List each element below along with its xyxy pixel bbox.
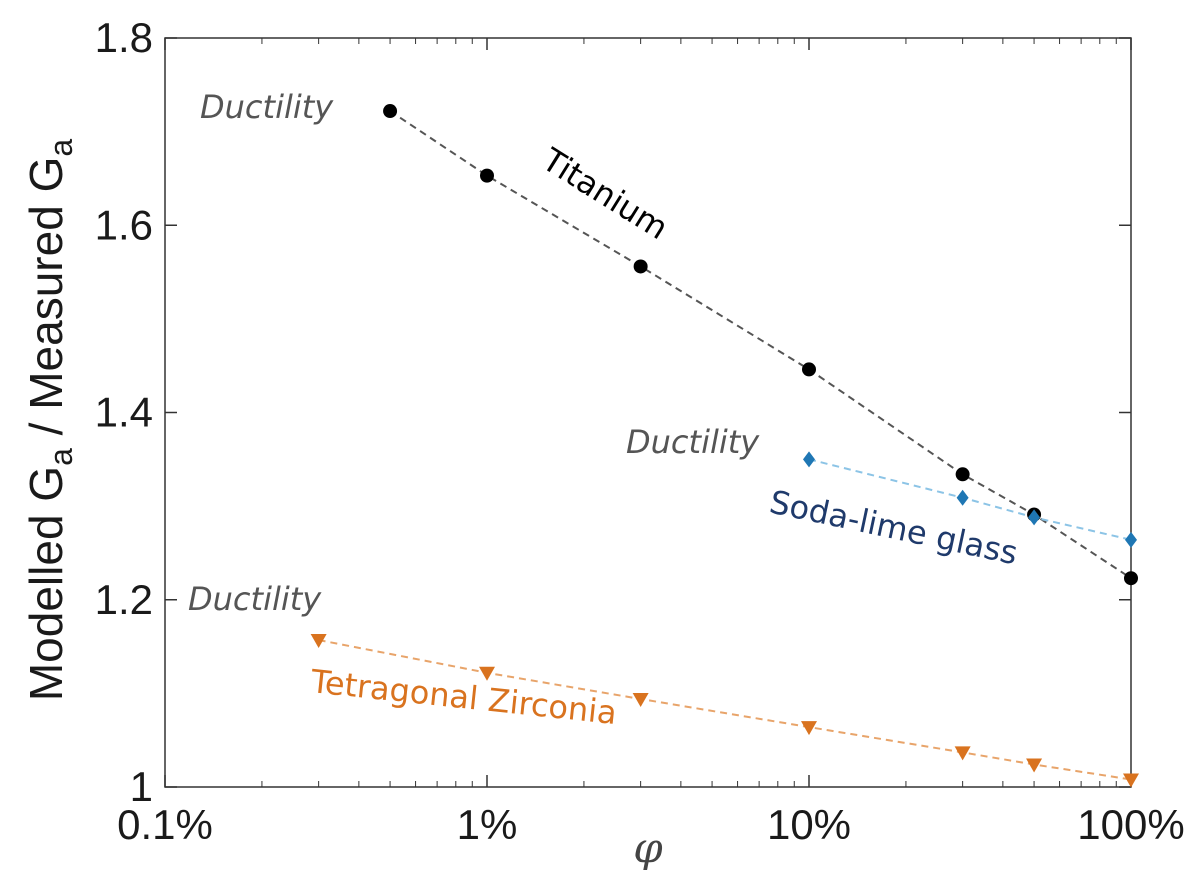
data-point-tetragonal-zirconia bbox=[801, 721, 817, 736]
data-point-titanium bbox=[383, 104, 398, 119]
data-point-tetragonal-zirconia bbox=[632, 692, 649, 707]
y-tick-label: 1.4 bbox=[95, 389, 153, 436]
plot-area bbox=[164, 37, 1132, 788]
y-axis-label-sub2: a bbox=[43, 139, 79, 157]
y-tick-label: 1.8 bbox=[95, 14, 153, 61]
data-point-soda-lime-glass bbox=[956, 489, 969, 506]
annotation-ductility-bottom: Ductility bbox=[188, 580, 322, 618]
y-axis-label-part1: Modelled G bbox=[20, 466, 72, 701]
data-point-titanium bbox=[802, 362, 816, 377]
y-tick-label: 1.6 bbox=[95, 201, 153, 248]
y-axis-label-sub1: a bbox=[43, 448, 79, 466]
data-point-tetragonal-zirconia bbox=[479, 666, 495, 681]
series-line-soda-lime-glass bbox=[808, 458, 1132, 541]
data-point-titanium bbox=[633, 259, 648, 274]
y-axis-label: Modelled Ga / Measured Ga bbox=[20, 139, 79, 701]
y-axis-label-part2: / Measured G bbox=[20, 157, 72, 448]
data-point-tetragonal-zirconia bbox=[1123, 773, 1139, 788]
data-point-tetragonal-zirconia bbox=[954, 746, 971, 761]
data-point-tetragonal-zirconia bbox=[1026, 758, 1043, 773]
tick-labels: 0.1% 1% 10% 100% 1 1.2 1.4 1.6 1.8 bbox=[95, 14, 1185, 848]
axis-ticks bbox=[164, 37, 1132, 788]
y-tick-label: 1.2 bbox=[95, 576, 153, 623]
x-tick-label: 1% bbox=[457, 801, 518, 848]
y-tick-label: 1 bbox=[130, 763, 153, 810]
x-tick-label: 100% bbox=[1077, 801, 1184, 848]
x-axis-label: φ bbox=[633, 823, 663, 870]
series-markers bbox=[310, 104, 1139, 788]
data-point-titanium bbox=[480, 168, 494, 183]
data-point-soda-lime-glass bbox=[1028, 509, 1041, 526]
x-tick-label: 10% bbox=[767, 801, 851, 848]
annotation-ductility-top: Ductility bbox=[200, 88, 334, 126]
data-point-soda-lime-glass bbox=[803, 451, 815, 468]
annotation-ductility-middle: Ductility bbox=[626, 423, 760, 461]
data-point-soda-lime-glass bbox=[1125, 531, 1137, 548]
data-point-tetragonal-zirconia bbox=[310, 634, 327, 649]
x-tick-label: 0.1% bbox=[117, 801, 213, 848]
data-point-titanium bbox=[955, 467, 970, 482]
data-point-titanium bbox=[1124, 571, 1138, 586]
